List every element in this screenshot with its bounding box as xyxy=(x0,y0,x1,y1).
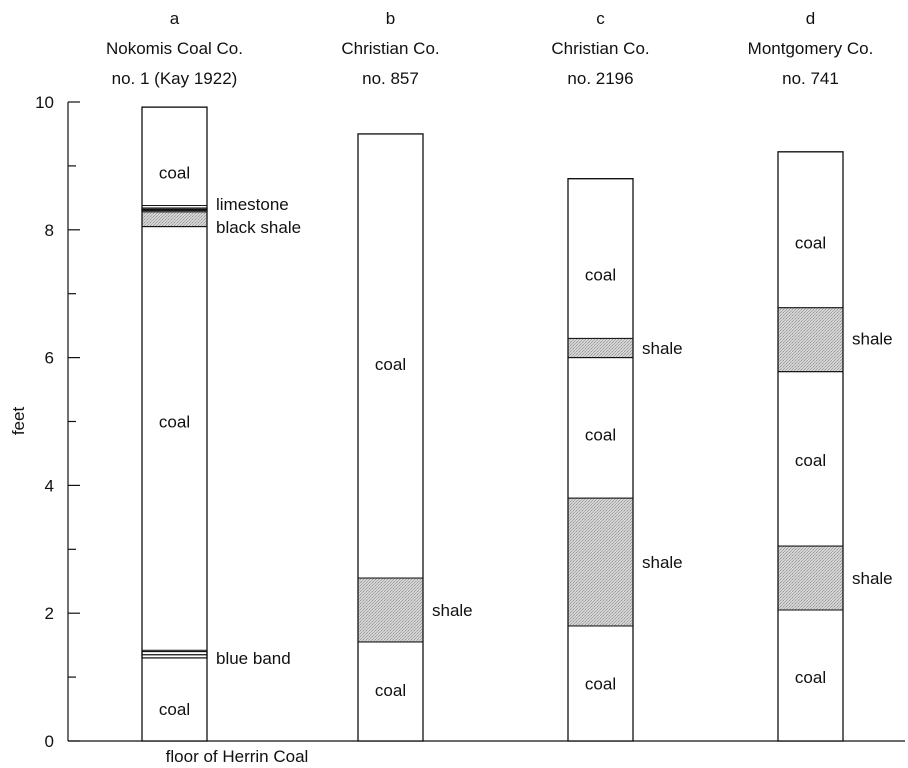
layer-label: coal xyxy=(375,355,406,374)
layer-label: coal xyxy=(795,668,826,687)
column-outline xyxy=(777,151,844,742)
layer-label: coal xyxy=(795,234,826,253)
column-title-line2: no. 2196 xyxy=(567,69,633,88)
layer-callout: shale xyxy=(642,339,683,358)
layer-label: coal xyxy=(159,413,190,432)
y-ticks: 0 2 4 6 8 10 xyxy=(35,93,80,751)
column-body xyxy=(778,151,843,742)
shale-layer xyxy=(141,211,208,228)
shale-layer xyxy=(357,577,424,643)
layer-label: coal xyxy=(159,163,190,182)
layer-label: coal xyxy=(585,425,616,444)
column-title-line1: Christian Co. xyxy=(341,39,439,58)
layer-label: coal xyxy=(585,674,616,693)
column-title-line1: Nokomis Coal Co. xyxy=(106,39,243,58)
y-tick-label: 10 xyxy=(35,93,54,112)
column-b: b Christian Co. no. 857 coal shale coal xyxy=(341,9,473,742)
y-axis: 0 2 4 6 8 10 feet xyxy=(9,93,80,751)
shale-layer xyxy=(567,337,634,359)
column-title-line1: Christian Co. xyxy=(551,39,649,58)
y-tick-label: 0 xyxy=(45,732,54,751)
layer-callout: shale xyxy=(642,553,683,572)
column-letter: a xyxy=(170,9,180,28)
column-letter: d xyxy=(806,9,815,28)
y-tick-label: 4 xyxy=(45,476,54,495)
y-axis-label: feet xyxy=(9,407,28,436)
column-c: c Christian Co. no. 2196 coal shale coal shale… xyxy=(551,9,683,742)
column-a: a Nokomis Coal Co. no. 1 (Kay 1922) coal lim… xyxy=(106,9,301,742)
layer-callout: black shale xyxy=(216,218,301,237)
layer-callout: shale xyxy=(432,601,473,620)
column-title-line2: no. 857 xyxy=(362,69,419,88)
column-outline xyxy=(567,178,634,742)
layer-label: coal xyxy=(159,700,190,719)
column-title-line1: Montgomery Co. xyxy=(748,39,874,58)
layer-callout: blue band xyxy=(216,649,291,668)
layer-label: coal xyxy=(585,266,616,285)
layer-callout: shale xyxy=(852,569,893,588)
column-body xyxy=(568,178,633,741)
column-letter: b xyxy=(386,9,395,28)
y-tick-label: 2 xyxy=(45,604,54,623)
column-title-line2: no. 1 (Kay 1922) xyxy=(112,69,238,88)
x-annotation: floor of Herrin Coal xyxy=(166,747,309,766)
column-letter: c xyxy=(596,9,605,28)
shale-layer xyxy=(777,307,844,373)
shale-layer xyxy=(567,497,634,627)
y-tick-label: 6 xyxy=(45,349,54,368)
y-tick-label: 8 xyxy=(45,221,54,240)
layer-label: coal xyxy=(795,451,826,470)
column-outline xyxy=(141,106,208,742)
column-title-line2: no. 741 xyxy=(782,69,839,88)
shale-layer xyxy=(777,545,844,611)
layer-callout: shale xyxy=(852,329,893,348)
columns: a Nokomis Coal Co. no. 1 (Kay 1922) coal lim… xyxy=(106,9,893,742)
layer-callout: limestone xyxy=(216,195,289,214)
column-outline xyxy=(357,133,424,742)
column-d: d Montgomery Co. no. 741 coal shale coal shale… xyxy=(748,9,893,742)
layer-label: coal xyxy=(375,681,406,700)
column-body xyxy=(358,133,423,741)
